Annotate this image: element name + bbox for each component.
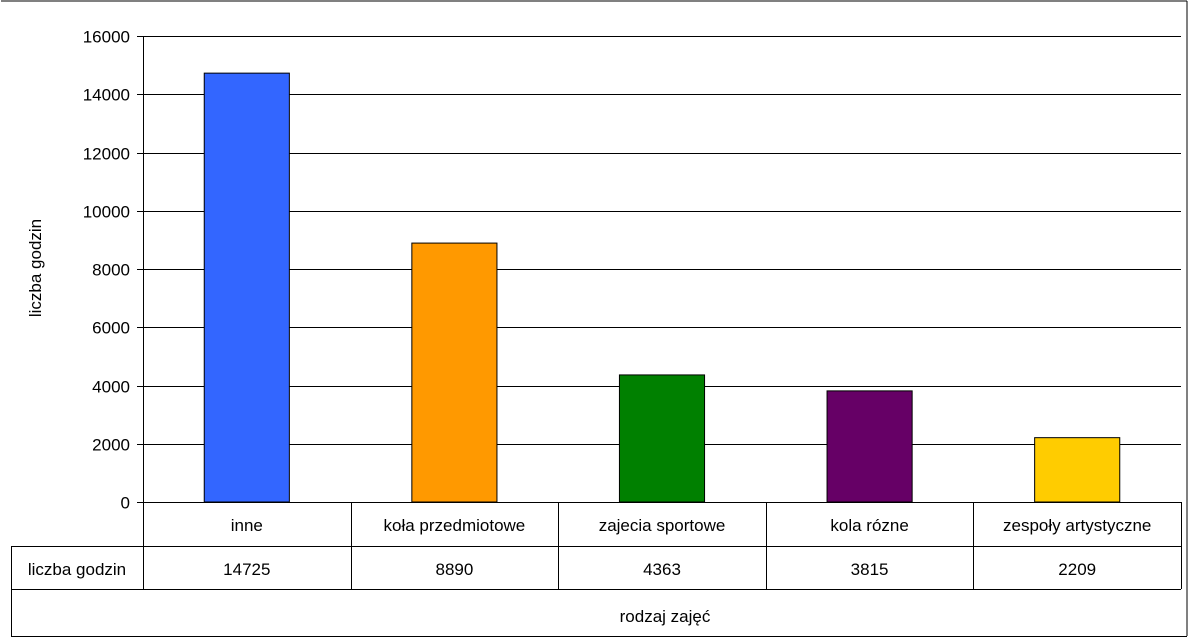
x-category-label: koła przedmiotowe — [384, 516, 526, 535]
bar — [618, 374, 706, 503]
x-axis-label: rodzaj zajęć — [620, 607, 711, 626]
x-category-label: inne — [231, 516, 263, 535]
y-tick-label: 10000 — [83, 203, 130, 222]
table-value: 2209 — [1058, 560, 1096, 579]
bars — [203, 72, 1121, 503]
y-tick-label: 0 — [121, 494, 130, 513]
table-value: 8890 — [435, 560, 473, 579]
y-tick-label: 2000 — [92, 436, 130, 455]
table-value: 14725 — [223, 560, 270, 579]
table-value: 3815 — [851, 560, 889, 579]
y-tick-label: 12000 — [83, 145, 130, 164]
bar — [826, 390, 913, 503]
gridlines — [143, 36, 1181, 445]
y-tick-label: 8000 — [92, 261, 130, 280]
y-tick-label: 6000 — [92, 319, 130, 338]
y-tick-label: 14000 — [83, 86, 130, 105]
x-category-label: kola rózne — [830, 516, 908, 535]
y-tick-label: 16000 — [83, 28, 130, 47]
table-row-header: liczba godzin — [28, 560, 126, 579]
y-axis-label: liczba godzin — [26, 219, 45, 317]
bar — [411, 242, 498, 503]
x-category-label: zespoły artystyczne — [1003, 516, 1151, 535]
bar — [1034, 437, 1121, 503]
table-value: 4363 — [643, 560, 681, 579]
y-tick-labels: 0 2000 4000 6000 8000 10000 12000 14000 16000 inn… — [83, 28, 1152, 536]
y-tick-label: 4000 — [92, 378, 130, 397]
bar — [203, 72, 290, 503]
x-category-label: zajecia sportowe — [599, 516, 726, 535]
